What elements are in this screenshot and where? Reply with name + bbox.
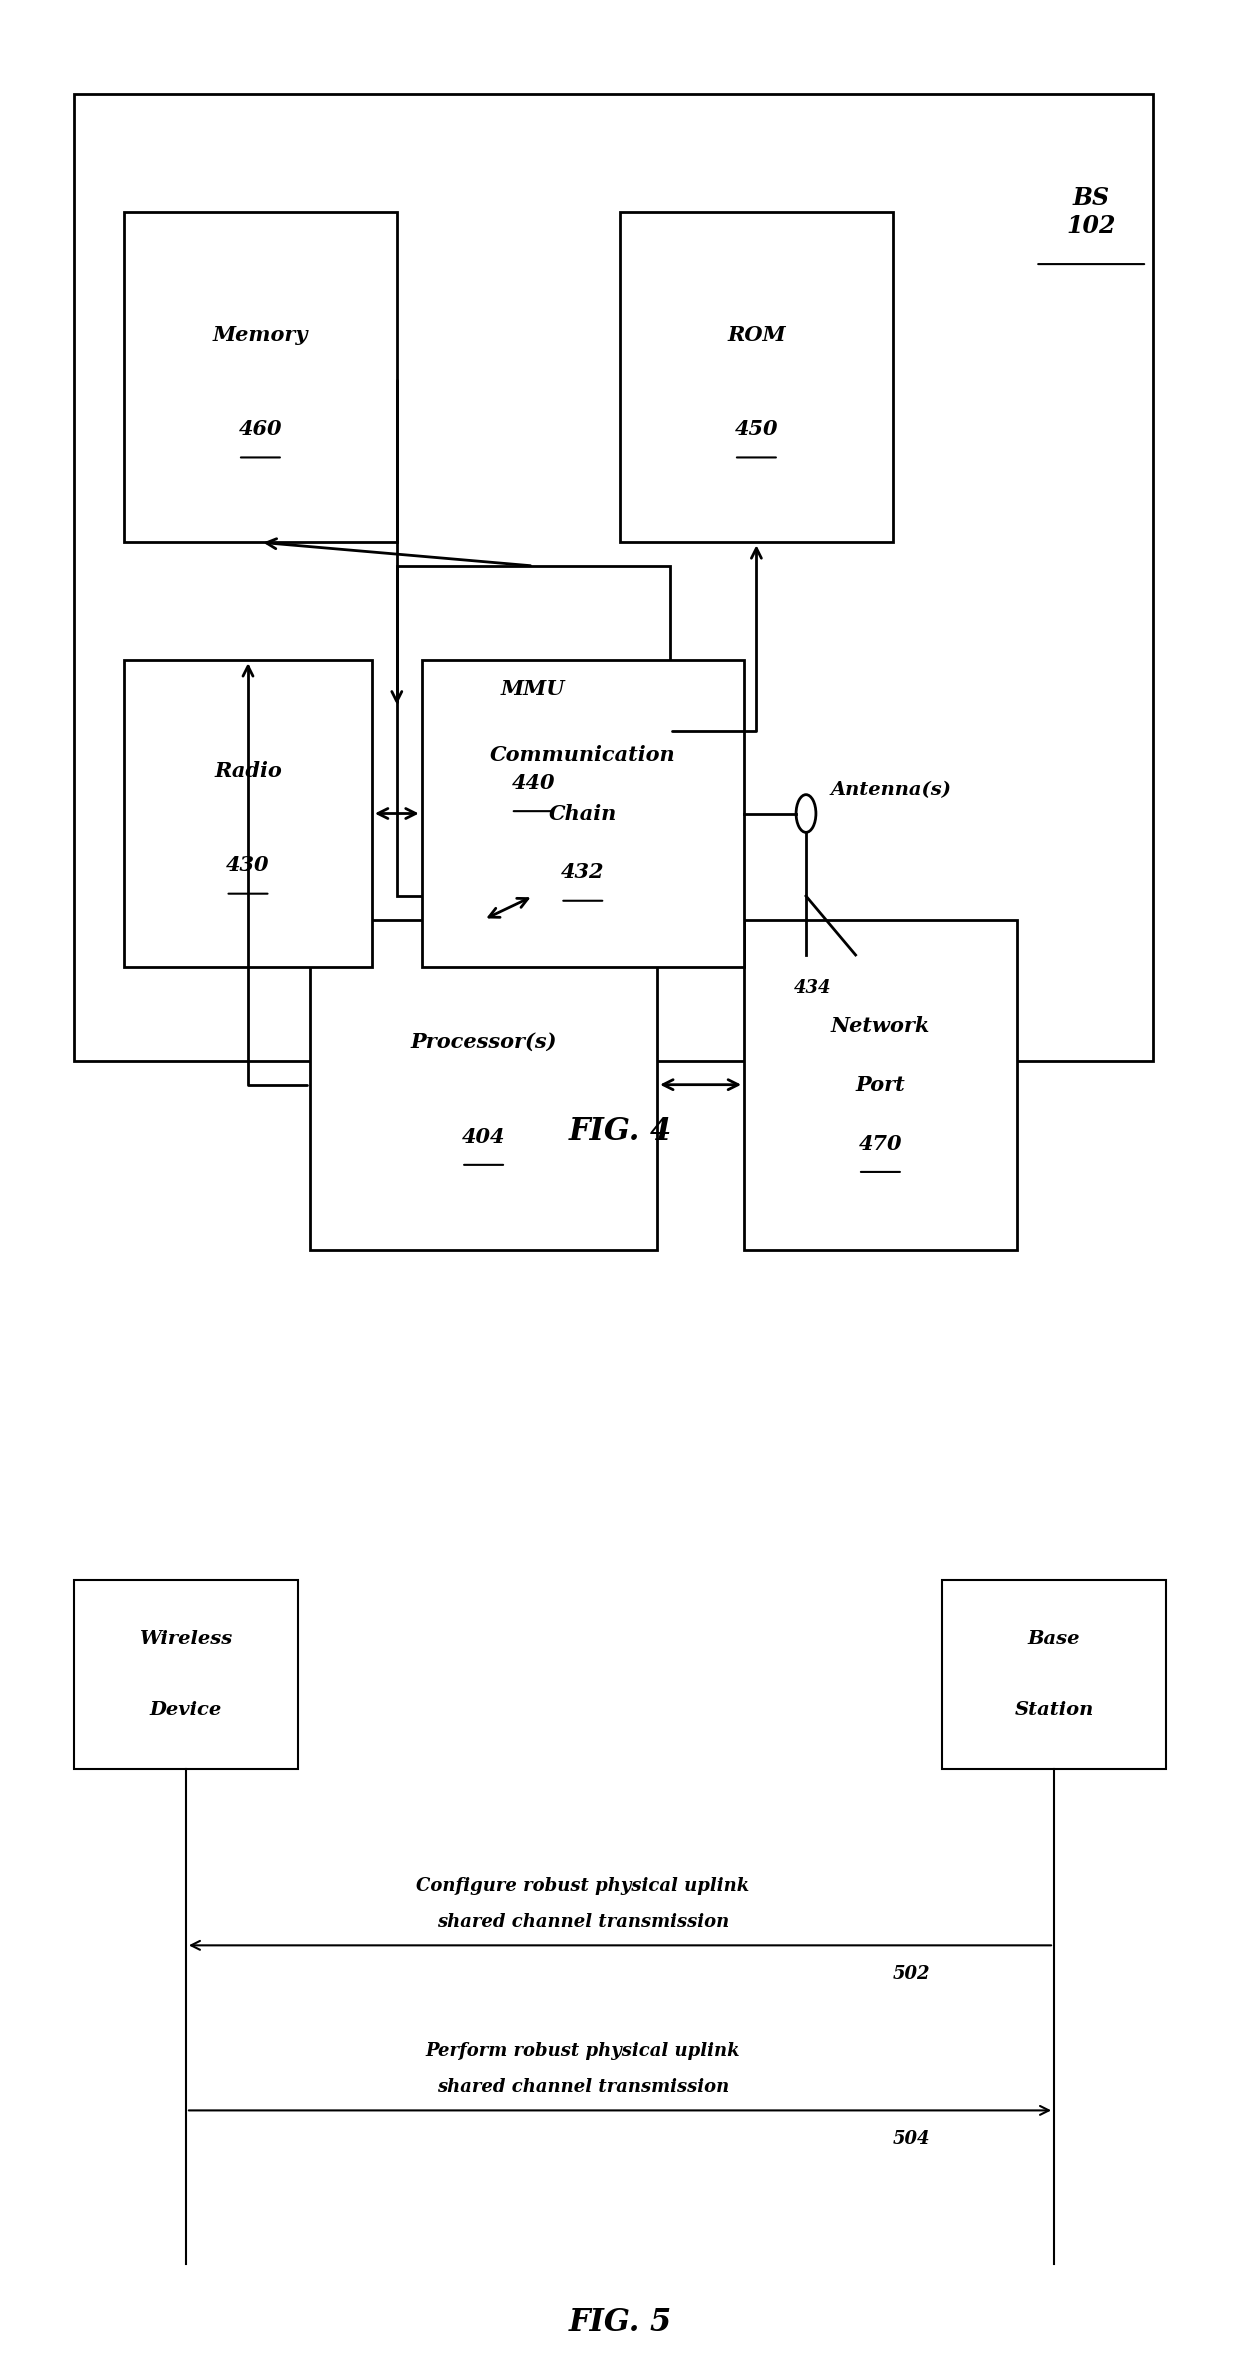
Text: Station: Station — [1014, 1700, 1094, 1719]
Text: 450: 450 — [734, 420, 779, 439]
Text: 432: 432 — [560, 863, 605, 882]
FancyBboxPatch shape — [124, 212, 397, 542]
FancyBboxPatch shape — [744, 920, 1017, 1250]
Text: Device: Device — [150, 1700, 222, 1719]
Text: 470: 470 — [858, 1134, 903, 1153]
Text: 460: 460 — [238, 420, 283, 439]
FancyBboxPatch shape — [620, 212, 893, 542]
Text: Perform robust physical uplink: Perform robust physical uplink — [425, 2042, 740, 2061]
Text: Chain: Chain — [548, 804, 618, 823]
FancyBboxPatch shape — [422, 660, 744, 967]
Text: Wireless: Wireless — [139, 1629, 233, 1648]
FancyBboxPatch shape — [397, 566, 670, 896]
Text: Processor(s): Processor(s) — [410, 1033, 557, 1052]
FancyBboxPatch shape — [74, 1580, 298, 1768]
Text: 434: 434 — [794, 979, 831, 997]
Text: Memory: Memory — [212, 325, 309, 344]
Text: Base: Base — [1028, 1629, 1080, 1648]
Text: 504: 504 — [893, 2129, 930, 2148]
Text: 404: 404 — [461, 1127, 506, 1146]
Text: BS
102: BS 102 — [1066, 186, 1116, 238]
Text: 502: 502 — [893, 1964, 930, 1983]
Text: FIG. 4: FIG. 4 — [568, 1115, 672, 1148]
Text: 440: 440 — [511, 773, 556, 792]
FancyBboxPatch shape — [124, 660, 372, 967]
Text: shared channel transmission: shared channel transmission — [436, 1912, 729, 1931]
FancyBboxPatch shape — [942, 1580, 1166, 1768]
Text: Network: Network — [831, 1016, 930, 1035]
FancyBboxPatch shape — [74, 94, 1153, 1061]
Text: Communication: Communication — [490, 745, 676, 764]
Text: Configure robust physical uplink: Configure robust physical uplink — [417, 1877, 749, 1896]
Text: ROM: ROM — [727, 325, 786, 344]
Text: shared channel transmission: shared channel transmission — [436, 2077, 729, 2096]
FancyBboxPatch shape — [310, 920, 657, 1250]
Text: FIG. 5: FIG. 5 — [568, 2306, 672, 2339]
Text: Port: Port — [856, 1075, 905, 1094]
Text: 430: 430 — [226, 856, 270, 875]
Text: MMU: MMU — [501, 679, 565, 698]
Text: Radio: Radio — [215, 762, 281, 780]
Text: Antenna(s): Antenna(s) — [831, 780, 952, 799]
